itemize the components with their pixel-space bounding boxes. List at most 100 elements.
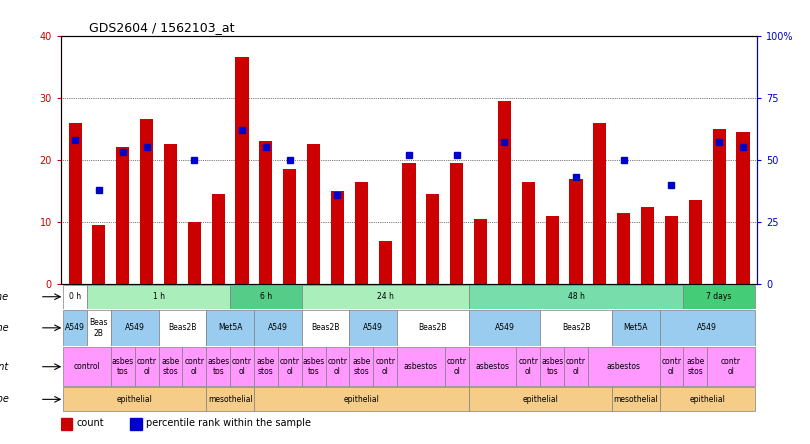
Bar bbox=[736, 132, 749, 284]
Bar bbox=[188, 222, 201, 284]
Bar bbox=[326, 347, 349, 386]
Bar bbox=[684, 347, 707, 386]
Bar bbox=[540, 310, 612, 346]
Text: Beas2B: Beas2B bbox=[419, 323, 447, 333]
Text: asbe
stos: asbe stos bbox=[161, 357, 180, 377]
Bar bbox=[182, 347, 207, 386]
Text: contr
ol: contr ol bbox=[447, 357, 467, 377]
Bar bbox=[469, 285, 684, 309]
Bar bbox=[569, 178, 582, 284]
Text: contr
ol: contr ol bbox=[137, 357, 156, 377]
Bar bbox=[713, 129, 726, 284]
Bar bbox=[87, 285, 230, 309]
Text: contr
ol: contr ol bbox=[662, 357, 681, 377]
Bar bbox=[349, 310, 397, 346]
Text: A549: A549 bbox=[268, 323, 288, 333]
Text: asbe
stos: asbe stos bbox=[257, 357, 275, 377]
Text: Met5A: Met5A bbox=[218, 323, 242, 333]
Bar bbox=[159, 347, 182, 386]
Bar bbox=[301, 285, 469, 309]
Bar bbox=[254, 388, 469, 411]
Bar bbox=[61, 418, 72, 430]
Text: epithelial: epithelial bbox=[343, 395, 379, 404]
Bar bbox=[211, 194, 224, 284]
Bar bbox=[469, 310, 540, 346]
Bar bbox=[522, 182, 535, 284]
Text: contr
ol: contr ol bbox=[375, 357, 395, 377]
Text: 0 h: 0 h bbox=[69, 292, 81, 301]
Text: contr
ol: contr ol bbox=[721, 357, 741, 377]
Text: 7 days: 7 days bbox=[706, 292, 732, 301]
Bar bbox=[373, 347, 397, 386]
Text: asbes
tos: asbes tos bbox=[207, 357, 229, 377]
Text: Met5A: Met5A bbox=[624, 323, 648, 333]
Bar bbox=[130, 418, 142, 430]
Bar bbox=[301, 347, 326, 386]
Bar bbox=[498, 101, 511, 284]
Bar bbox=[564, 347, 588, 386]
Bar bbox=[659, 388, 755, 411]
Bar bbox=[540, 347, 564, 386]
Text: asbe
stos: asbe stos bbox=[686, 357, 705, 377]
Text: contr
ol: contr ol bbox=[327, 357, 347, 377]
Text: asbestos: asbestos bbox=[475, 362, 509, 371]
Text: A549: A549 bbox=[697, 323, 717, 333]
Text: GDS2604 / 1562103_at: GDS2604 / 1562103_at bbox=[88, 21, 234, 34]
Bar bbox=[134, 347, 159, 386]
Bar bbox=[474, 219, 487, 284]
Bar bbox=[164, 144, 177, 284]
Bar bbox=[659, 310, 755, 346]
Bar bbox=[546, 216, 559, 284]
Bar bbox=[397, 310, 469, 346]
Text: contr
ol: contr ol bbox=[232, 357, 252, 377]
Text: asbes
tos: asbes tos bbox=[112, 357, 134, 377]
Text: epithelial: epithelial bbox=[689, 395, 725, 404]
Text: epithelial: epithelial bbox=[522, 395, 558, 404]
Text: time: time bbox=[0, 292, 9, 302]
Text: Beas
2B: Beas 2B bbox=[90, 318, 109, 337]
Text: epithelial: epithelial bbox=[117, 395, 152, 404]
Bar bbox=[87, 310, 111, 346]
Bar bbox=[284, 169, 296, 284]
Text: percentile rank within the sample: percentile rank within the sample bbox=[147, 418, 311, 428]
Bar bbox=[349, 347, 373, 386]
Text: asbes
tos: asbes tos bbox=[302, 357, 325, 377]
Bar bbox=[469, 388, 612, 411]
Text: asbestos: asbestos bbox=[607, 362, 641, 371]
Bar bbox=[612, 310, 659, 346]
Bar bbox=[403, 163, 416, 284]
Text: Beas2B: Beas2B bbox=[311, 323, 339, 333]
Bar bbox=[594, 123, 607, 284]
Bar bbox=[588, 347, 659, 386]
Bar bbox=[426, 194, 440, 284]
Bar bbox=[63, 347, 111, 386]
Text: Beas2B: Beas2B bbox=[562, 323, 590, 333]
Bar bbox=[230, 285, 301, 309]
Text: asbe
stos: asbe stos bbox=[352, 357, 370, 377]
Bar bbox=[450, 163, 463, 284]
Bar bbox=[63, 388, 207, 411]
Bar bbox=[612, 388, 659, 411]
Text: contr
ol: contr ol bbox=[518, 357, 539, 377]
Text: cell type: cell type bbox=[0, 394, 9, 404]
Text: mesothelial: mesothelial bbox=[613, 395, 658, 404]
Text: contr
ol: contr ol bbox=[566, 357, 586, 377]
Bar bbox=[397, 347, 445, 386]
Bar bbox=[140, 119, 153, 284]
Bar bbox=[517, 347, 540, 386]
Bar bbox=[69, 123, 82, 284]
Text: contr
ol: contr ol bbox=[279, 357, 300, 377]
Bar bbox=[688, 200, 702, 284]
Bar bbox=[617, 213, 630, 284]
Bar bbox=[207, 347, 230, 386]
Text: A549: A549 bbox=[65, 323, 85, 333]
Text: count: count bbox=[77, 418, 104, 428]
Text: 48 h: 48 h bbox=[568, 292, 585, 301]
Text: asbestos: asbestos bbox=[404, 362, 438, 371]
Bar bbox=[469, 347, 517, 386]
Bar bbox=[445, 347, 469, 386]
Bar bbox=[278, 347, 301, 386]
Bar bbox=[665, 216, 678, 284]
Bar bbox=[207, 388, 254, 411]
Bar bbox=[307, 144, 320, 284]
